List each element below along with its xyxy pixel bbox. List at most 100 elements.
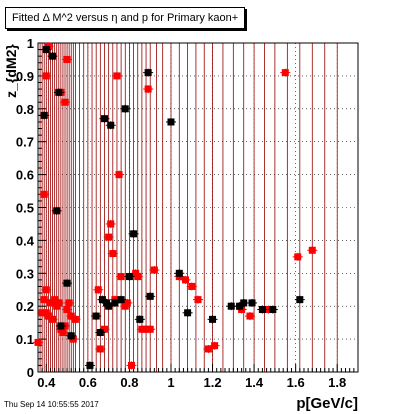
data-point [143,68,154,77]
data-point [53,298,64,307]
point-marker [134,273,142,281]
point-marker [130,230,138,238]
data-point [105,219,116,228]
axis-ticks: 0.4 0.6 0.8 1 1.2 1.4 1.6 1.8 0 0.1 0.2 0.3 0.4 0.5 0.… [16,36,355,390]
point-marker [227,302,235,310]
x-tick-label: 1.4 [245,375,264,390]
point-marker [117,296,125,304]
y-tick-label: 0.7 [16,135,34,150]
data-point [207,315,218,324]
data-point [280,68,291,77]
x-tick-label: 1 [167,375,174,390]
y-tick-label: 0 [27,365,34,380]
point-marker [100,325,108,333]
point-marker [184,309,192,317]
point-marker [109,250,117,258]
point-marker [236,302,244,310]
data-point [128,229,139,238]
point-marker [209,315,217,323]
vertical-boundary-lines [39,43,338,372]
data-point [180,275,191,284]
point-marker [117,273,125,281]
point-marker [296,296,304,304]
x-tick-label: 0.4 [37,375,56,390]
point-marker [49,52,57,60]
data-point [62,55,73,64]
point-marker [136,315,144,323]
point-marker [107,220,115,228]
point-marker [49,315,57,323]
x-tick-label: 1.2 [204,375,222,390]
data-point [105,121,116,130]
point-marker [67,312,75,320]
point-marker [55,299,63,307]
y-tick-label: 0.8 [16,102,34,117]
point-marker [40,111,48,119]
point-marker [308,246,316,254]
point-marker [248,299,256,307]
point-marker [121,105,129,113]
data-point [62,279,73,288]
point-marker [61,98,69,106]
point-marker [44,312,52,320]
data-point [95,344,106,353]
point-marker [211,342,219,350]
y-tick-label: 0.1 [16,332,34,347]
point-marker [96,345,104,353]
point-marker [240,299,248,307]
point-marker [94,286,102,294]
point-marker [55,88,63,96]
point-marker [42,72,50,80]
data-point [294,295,305,304]
data-point [247,298,258,307]
point-marker [92,312,100,320]
y-tick-label: 0.9 [16,69,34,84]
data-point [114,170,125,179]
point-marker [59,329,67,337]
point-marker [182,276,190,284]
data-point [134,315,145,324]
point-marker [98,296,106,304]
point-marker [144,85,152,93]
point-marker [246,312,254,320]
data-point [111,71,122,80]
x-tick-label: 0.8 [120,375,138,390]
point-marker [86,361,94,369]
data-point [124,272,135,281]
data-point [53,88,64,97]
data-point [66,331,77,340]
data-point [64,298,75,307]
data-point [41,71,52,80]
x-axis-label: p[GeV/c] [296,395,358,412]
data-point [165,117,176,126]
y-tick-label: 0.4 [16,233,35,248]
data-point [47,52,58,61]
point-marker [150,266,158,274]
point-marker [67,332,75,340]
grid-lines [38,42,358,373]
point-marker [294,253,302,261]
data-point [41,45,52,54]
data-point [149,266,160,275]
point-marker [40,190,48,198]
point-marker [258,305,266,313]
data-point [186,282,197,291]
data-point [95,328,106,337]
data-point [39,190,50,199]
data-point [267,305,278,314]
data-point [39,111,50,120]
point-marker [40,296,48,304]
data-point [60,98,71,107]
y-axis-label: z_{dM2} [3,44,19,98]
point-marker [125,273,133,281]
point-marker [115,171,123,179]
point-marker [53,207,61,215]
data-point [55,321,66,330]
data-point [103,233,114,242]
point-marker [57,322,65,330]
point-marker [146,325,154,333]
data-point [292,252,303,261]
y-tick-label: 0.5 [16,201,34,216]
point-marker [188,282,196,290]
data-point [116,295,127,304]
